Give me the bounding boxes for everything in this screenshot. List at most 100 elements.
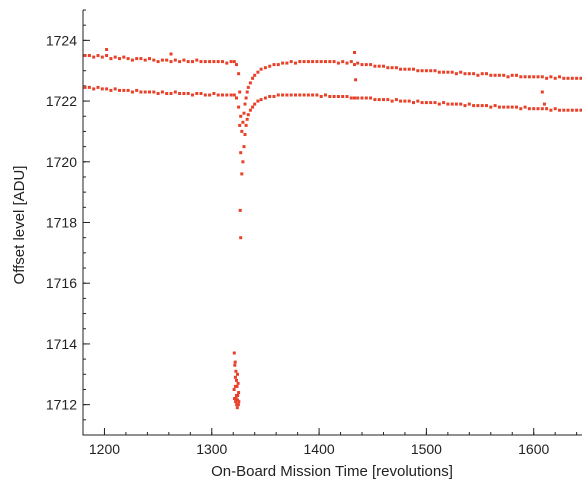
data-point bbox=[156, 60, 160, 64]
data-point bbox=[259, 67, 263, 71]
data-point bbox=[353, 96, 356, 100]
data-point bbox=[263, 66, 267, 70]
data-point bbox=[232, 351, 236, 355]
data-point bbox=[135, 57, 139, 61]
data-point bbox=[165, 92, 169, 95]
data-point bbox=[238, 208, 242, 212]
data-point bbox=[236, 398, 239, 402]
data-point bbox=[364, 63, 368, 67]
x-tick-label: 1600 bbox=[518, 441, 549, 457]
data-point bbox=[235, 378, 238, 382]
data-point bbox=[420, 101, 424, 105]
data-point bbox=[360, 96, 364, 100]
data-point bbox=[356, 96, 360, 100]
data-point bbox=[238, 90, 242, 94]
data-point bbox=[109, 57, 113, 61]
data-point bbox=[416, 69, 420, 73]
x-tick-label: 1200 bbox=[89, 441, 120, 457]
data-point bbox=[203, 60, 207, 64]
data-point bbox=[239, 151, 243, 155]
data-point bbox=[130, 58, 134, 62]
y-axis-label: Offset level [ADU] bbox=[11, 166, 28, 285]
data-point bbox=[349, 96, 353, 100]
data-point bbox=[336, 61, 340, 65]
data-point bbox=[130, 90, 134, 94]
data-point bbox=[416, 99, 420, 103]
data-point bbox=[570, 76, 574, 80]
data-point bbox=[394, 66, 398, 70]
data-point bbox=[315, 60, 319, 64]
data-point bbox=[311, 93, 315, 97]
y-tick-label: 1720 bbox=[46, 154, 77, 170]
data-point bbox=[221, 93, 224, 97]
data-point bbox=[139, 57, 143, 61]
y-tick-label: 1718 bbox=[46, 215, 77, 231]
data-point bbox=[542, 102, 546, 106]
data-point bbox=[237, 72, 241, 76]
data-point bbox=[232, 60, 236, 64]
data-point bbox=[272, 63, 276, 67]
data-point bbox=[272, 95, 276, 98]
data-point bbox=[105, 54, 109, 57]
data-point bbox=[311, 60, 315, 64]
data-point bbox=[243, 133, 247, 136]
data-point bbox=[386, 98, 390, 102]
data-point bbox=[160, 58, 164, 62]
data-point bbox=[472, 104, 476, 108]
data-point bbox=[225, 93, 229, 97]
data-point bbox=[234, 369, 238, 373]
data-point bbox=[394, 98, 398, 102]
data-point bbox=[390, 99, 394, 103]
data-point bbox=[232, 93, 236, 97]
data-point bbox=[212, 60, 216, 64]
data-point bbox=[186, 92, 190, 95]
data-point bbox=[562, 108, 566, 112]
data-point bbox=[424, 101, 428, 105]
data-point bbox=[519, 107, 523, 111]
data-point bbox=[96, 54, 100, 57]
data-point bbox=[319, 95, 323, 98]
data-point bbox=[493, 73, 497, 77]
data-point bbox=[165, 58, 169, 62]
data-point bbox=[242, 111, 246, 115]
data-point bbox=[239, 236, 243, 240]
data-point bbox=[446, 70, 450, 74]
data-point bbox=[148, 90, 151, 94]
axis-ticks bbox=[82, 9, 578, 436]
data-point bbox=[216, 60, 220, 64]
data-point bbox=[289, 93, 293, 97]
data-point bbox=[549, 108, 553, 112]
data-point bbox=[248, 108, 252, 112]
data-point bbox=[506, 105, 510, 109]
data-point bbox=[497, 73, 501, 77]
data-point bbox=[235, 403, 239, 407]
data-point bbox=[403, 99, 407, 103]
data-point bbox=[356, 61, 360, 65]
data-point bbox=[403, 67, 407, 71]
data-point bbox=[454, 102, 458, 106]
data-point bbox=[240, 172, 244, 176]
data-point bbox=[236, 372, 239, 376]
data-point bbox=[178, 92, 182, 95]
data-point bbox=[195, 92, 199, 95]
data-point bbox=[364, 96, 368, 100]
data-point bbox=[259, 98, 263, 102]
y-tick-label: 1724 bbox=[46, 32, 77, 48]
data-point bbox=[476, 104, 480, 108]
data-point bbox=[139, 90, 143, 94]
data-point bbox=[96, 85, 100, 89]
data-point bbox=[369, 96, 373, 100]
data-point bbox=[241, 120, 245, 124]
data-point bbox=[122, 55, 126, 59]
data-point bbox=[536, 107, 540, 111]
data-point bbox=[233, 397, 236, 401]
data-point bbox=[480, 104, 484, 108]
data-point bbox=[298, 93, 302, 97]
data-point bbox=[221, 60, 224, 64]
data-point bbox=[579, 108, 582, 112]
data-point bbox=[437, 102, 441, 106]
data-point bbox=[281, 93, 285, 97]
data-point bbox=[373, 64, 377, 68]
data-point bbox=[523, 75, 527, 79]
